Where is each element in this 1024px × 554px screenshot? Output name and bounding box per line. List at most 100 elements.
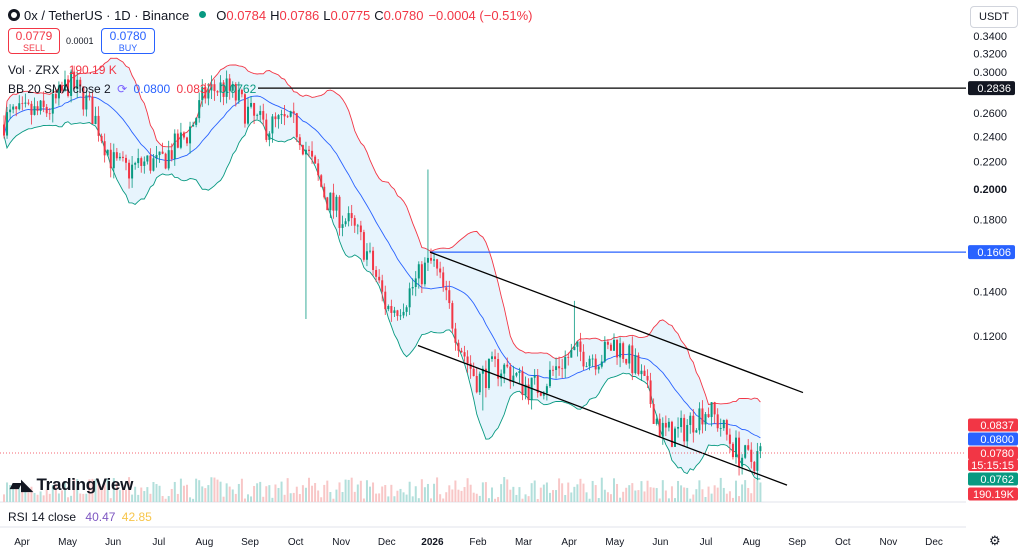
volume-bar	[36, 494, 39, 502]
x-tick-label: Oct	[288, 537, 304, 548]
volume-bar	[186, 484, 188, 502]
volume-bar	[308, 477, 310, 502]
candle-body	[308, 149, 310, 151]
volume-bar	[616, 483, 619, 502]
volume-bar	[134, 486, 137, 502]
y-tick-label: 0.2200	[973, 156, 1007, 168]
volume-bar	[417, 498, 420, 502]
volume-bar	[15, 488, 18, 502]
currency-select[interactable]: USDT	[970, 6, 1018, 28]
y-tick-label: 0.2400	[973, 131, 1007, 143]
candle-body	[231, 84, 234, 91]
candle-body	[484, 368, 487, 389]
candle-body	[527, 384, 530, 401]
candle-body	[289, 111, 292, 117]
volume-bar	[207, 485, 210, 502]
volume-bar	[356, 484, 359, 502]
candle-body	[542, 393, 545, 396]
candle-body	[85, 95, 88, 110]
symbol-title[interactable]: 0x / TetherUS · 1D · Binance	[24, 8, 190, 23]
candle-body	[731, 443, 734, 458]
candle-body	[271, 116, 274, 134]
candle-body	[393, 310, 396, 313]
volume-bar	[103, 483, 106, 502]
volume-bar	[45, 489, 48, 502]
volume-bar	[637, 490, 640, 502]
volume-bar	[262, 496, 265, 502]
candle-body	[274, 116, 277, 120]
volume-bar	[234, 493, 237, 502]
volume-bar	[402, 492, 405, 502]
candle-body	[381, 280, 384, 292]
bb-legend[interactable]: BB 20 SMA close 2 ⟳ 0.0800 0.0837 0.0762	[8, 82, 256, 96]
volume-bar	[664, 490, 667, 502]
candle-body	[658, 418, 661, 437]
sell-button[interactable]: 0.0779 SELL	[8, 28, 60, 54]
candle-body	[683, 417, 686, 442]
volume-bar	[314, 483, 317, 502]
volume-bar	[521, 498, 524, 502]
candle-body	[219, 82, 222, 93]
price-tag-label: 15:15:15	[971, 460, 1014, 472]
volume-bar	[259, 481, 262, 502]
refresh-icon[interactable]: ⟳	[117, 82, 128, 96]
volume-bar	[149, 493, 152, 502]
volume-bar	[94, 479, 97, 502]
volume-bar	[112, 478, 115, 502]
volume-bar	[24, 491, 27, 502]
candle-body	[475, 375, 478, 393]
volume-bar	[85, 493, 88, 502]
buy-button[interactable]: 0.0780 BUY	[101, 28, 155, 54]
volume-bar	[731, 497, 734, 502]
volume-bar	[640, 481, 643, 502]
candle-body	[277, 115, 280, 120]
candle-body	[735, 437, 737, 458]
candle-body	[94, 115, 97, 125]
volume-legend[interactable]: Vol · ZRX 190.19 K	[8, 63, 117, 77]
candle-body	[609, 344, 612, 351]
candle-body	[362, 232, 365, 260]
candle-body	[643, 370, 646, 376]
volume-bar	[426, 483, 429, 502]
candles	[3, 65, 762, 481]
candle-body	[451, 303, 454, 329]
volume-legend-value: 190.19 K	[68, 63, 117, 77]
candle-body	[704, 414, 707, 425]
x-tick-label: Sep	[788, 537, 806, 548]
volume-bar	[716, 487, 719, 502]
candle-body	[515, 373, 518, 376]
volume-bar	[527, 496, 530, 502]
candle-body	[225, 78, 228, 97]
candle-body	[564, 356, 567, 369]
candle-body	[426, 257, 429, 263]
volume-bar	[576, 484, 579, 502]
candle-body	[207, 90, 210, 99]
candle-body	[576, 341, 579, 347]
volume-bar	[320, 497, 323, 502]
volume-bar	[600, 477, 603, 502]
candle-body	[384, 291, 387, 310]
candle-body	[442, 272, 445, 288]
gear-icon[interactable]: ⚙	[989, 533, 1001, 548]
volume-bar	[631, 483, 634, 502]
candle-body	[137, 158, 140, 164]
candle-body	[60, 85, 63, 91]
candle-body	[606, 341, 609, 345]
volume-bar	[411, 496, 414, 502]
volume-bar	[30, 486, 33, 502]
bollinger-band-fill	[4, 58, 761, 479]
volume-bar	[3, 494, 5, 502]
y-tick-label: 0.1200	[973, 331, 1007, 343]
volume-bar	[201, 486, 204, 502]
candle-body	[506, 364, 509, 367]
rsi-legend[interactable]: RSI 14 close 40.47 42.85	[8, 510, 152, 524]
volume-bar	[219, 481, 222, 502]
volume-bar	[265, 486, 268, 502]
volume-bar	[176, 493, 179, 502]
y-tick-label: 0.3000	[973, 67, 1007, 79]
x-tick-label: Nov	[880, 537, 898, 548]
candle-body	[756, 451, 759, 471]
volume-bar	[326, 480, 329, 502]
candle-body	[176, 133, 179, 148]
